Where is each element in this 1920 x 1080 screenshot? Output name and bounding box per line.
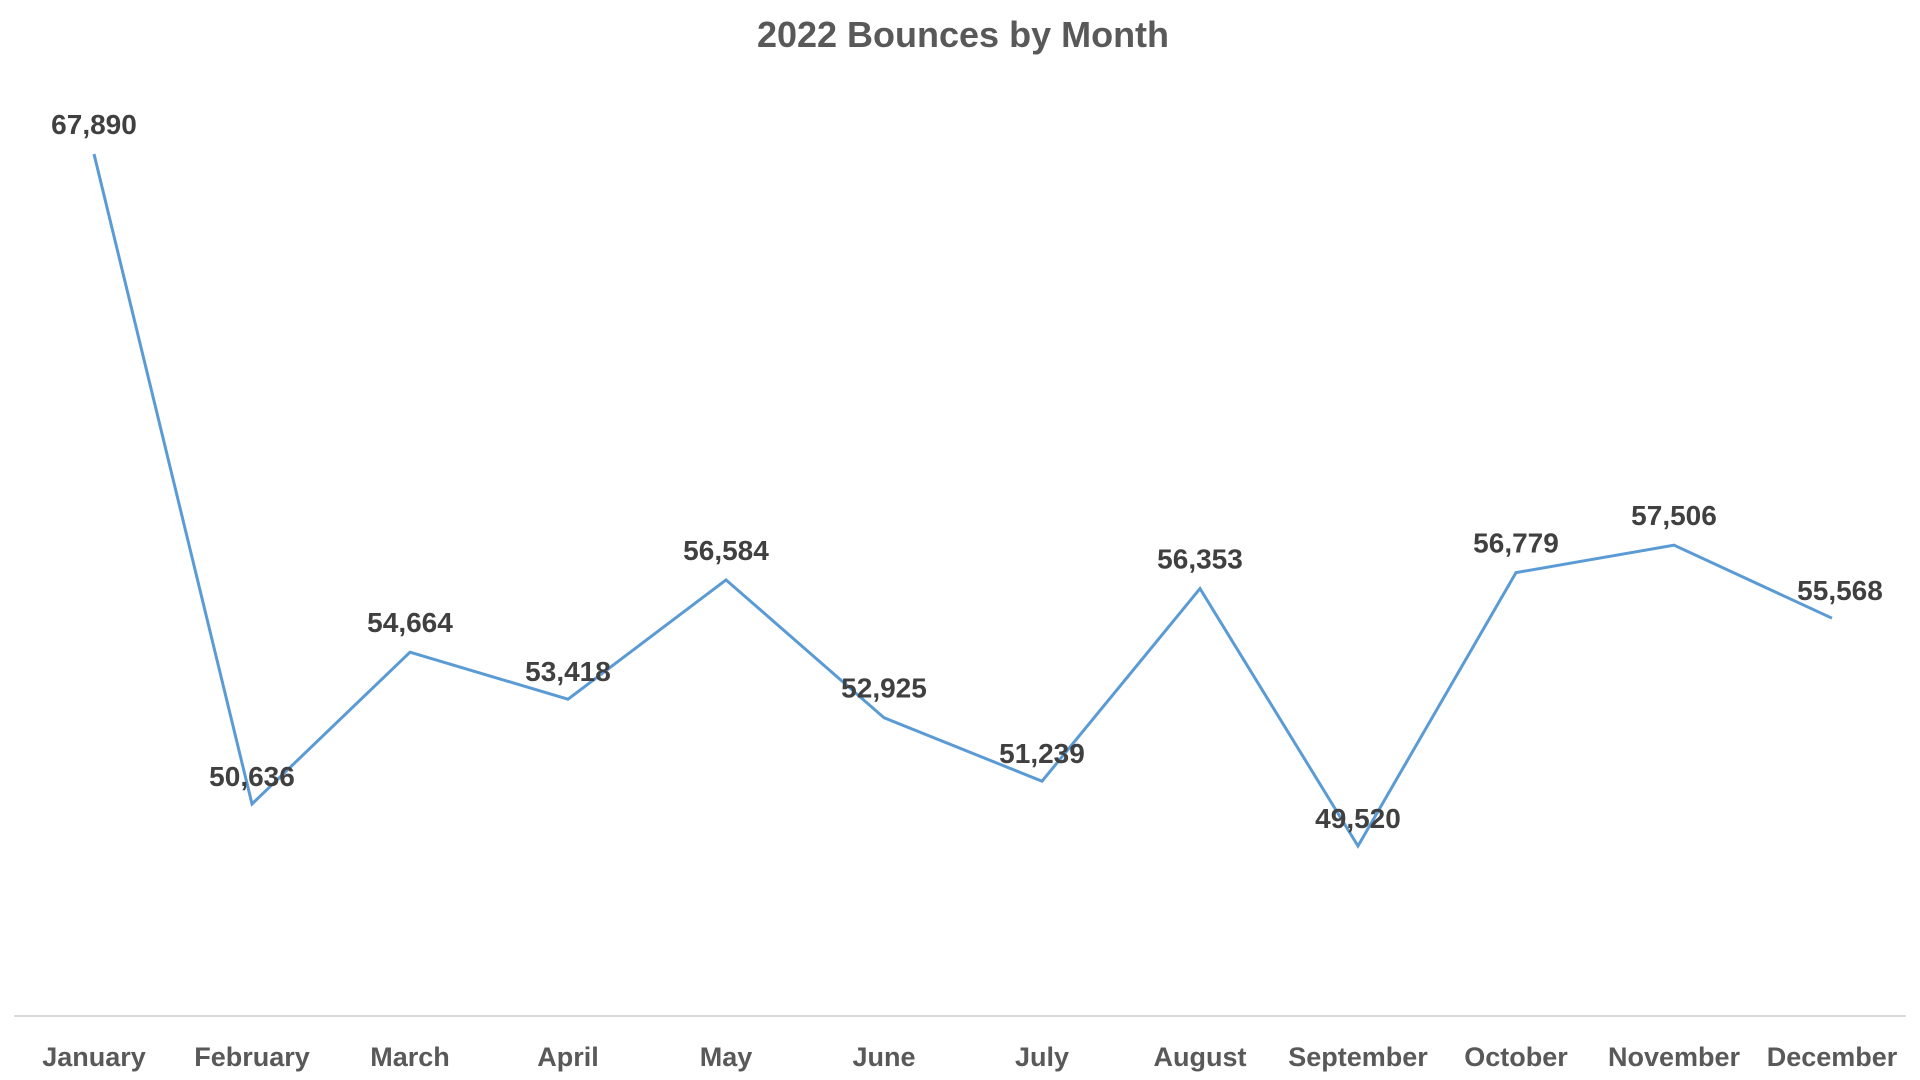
data-label: 53,418 bbox=[525, 656, 611, 687]
x-tick-label: April bbox=[537, 1042, 599, 1072]
data-labels: 67,890 50,636 54,664 53,418 56,584 52,925 51,2… bbox=[51, 109, 1883, 834]
data-label: 56,353 bbox=[1157, 544, 1243, 575]
data-label: 56,584 bbox=[683, 535, 769, 566]
x-tick-label: December bbox=[1767, 1042, 1898, 1072]
x-tick-label: September bbox=[1288, 1042, 1428, 1072]
series-line bbox=[92, 153, 1833, 849]
data-label: 50,636 bbox=[209, 761, 295, 792]
x-axis-tick-labels: January February March April May June July Augu… bbox=[42, 1042, 1898, 1072]
x-tick-label: November bbox=[1608, 1042, 1741, 1072]
data-label: 67,890 bbox=[51, 109, 137, 140]
x-tick-label: May bbox=[700, 1042, 753, 1072]
x-tick-label: February bbox=[194, 1042, 310, 1072]
data-label: 56,779 bbox=[1473, 528, 1559, 559]
x-tick-label: January bbox=[42, 1042, 146, 1072]
data-label: 55,568 bbox=[1797, 575, 1883, 606]
data-label: 49,520 bbox=[1315, 803, 1401, 834]
data-label: 51,239 bbox=[999, 738, 1085, 769]
x-tick-label: August bbox=[1154, 1042, 1247, 1072]
chart-title: 2022 Bounces by Month bbox=[757, 14, 1169, 55]
x-tick-label: March bbox=[370, 1042, 450, 1072]
x-tick-label: October bbox=[1464, 1042, 1568, 1072]
data-label: 52,925 bbox=[841, 673, 927, 704]
data-label: 54,664 bbox=[367, 607, 453, 638]
x-tick-label: July bbox=[1015, 1042, 1069, 1072]
x-tick-label: June bbox=[852, 1042, 915, 1072]
data-label: 57,506 bbox=[1631, 500, 1717, 531]
